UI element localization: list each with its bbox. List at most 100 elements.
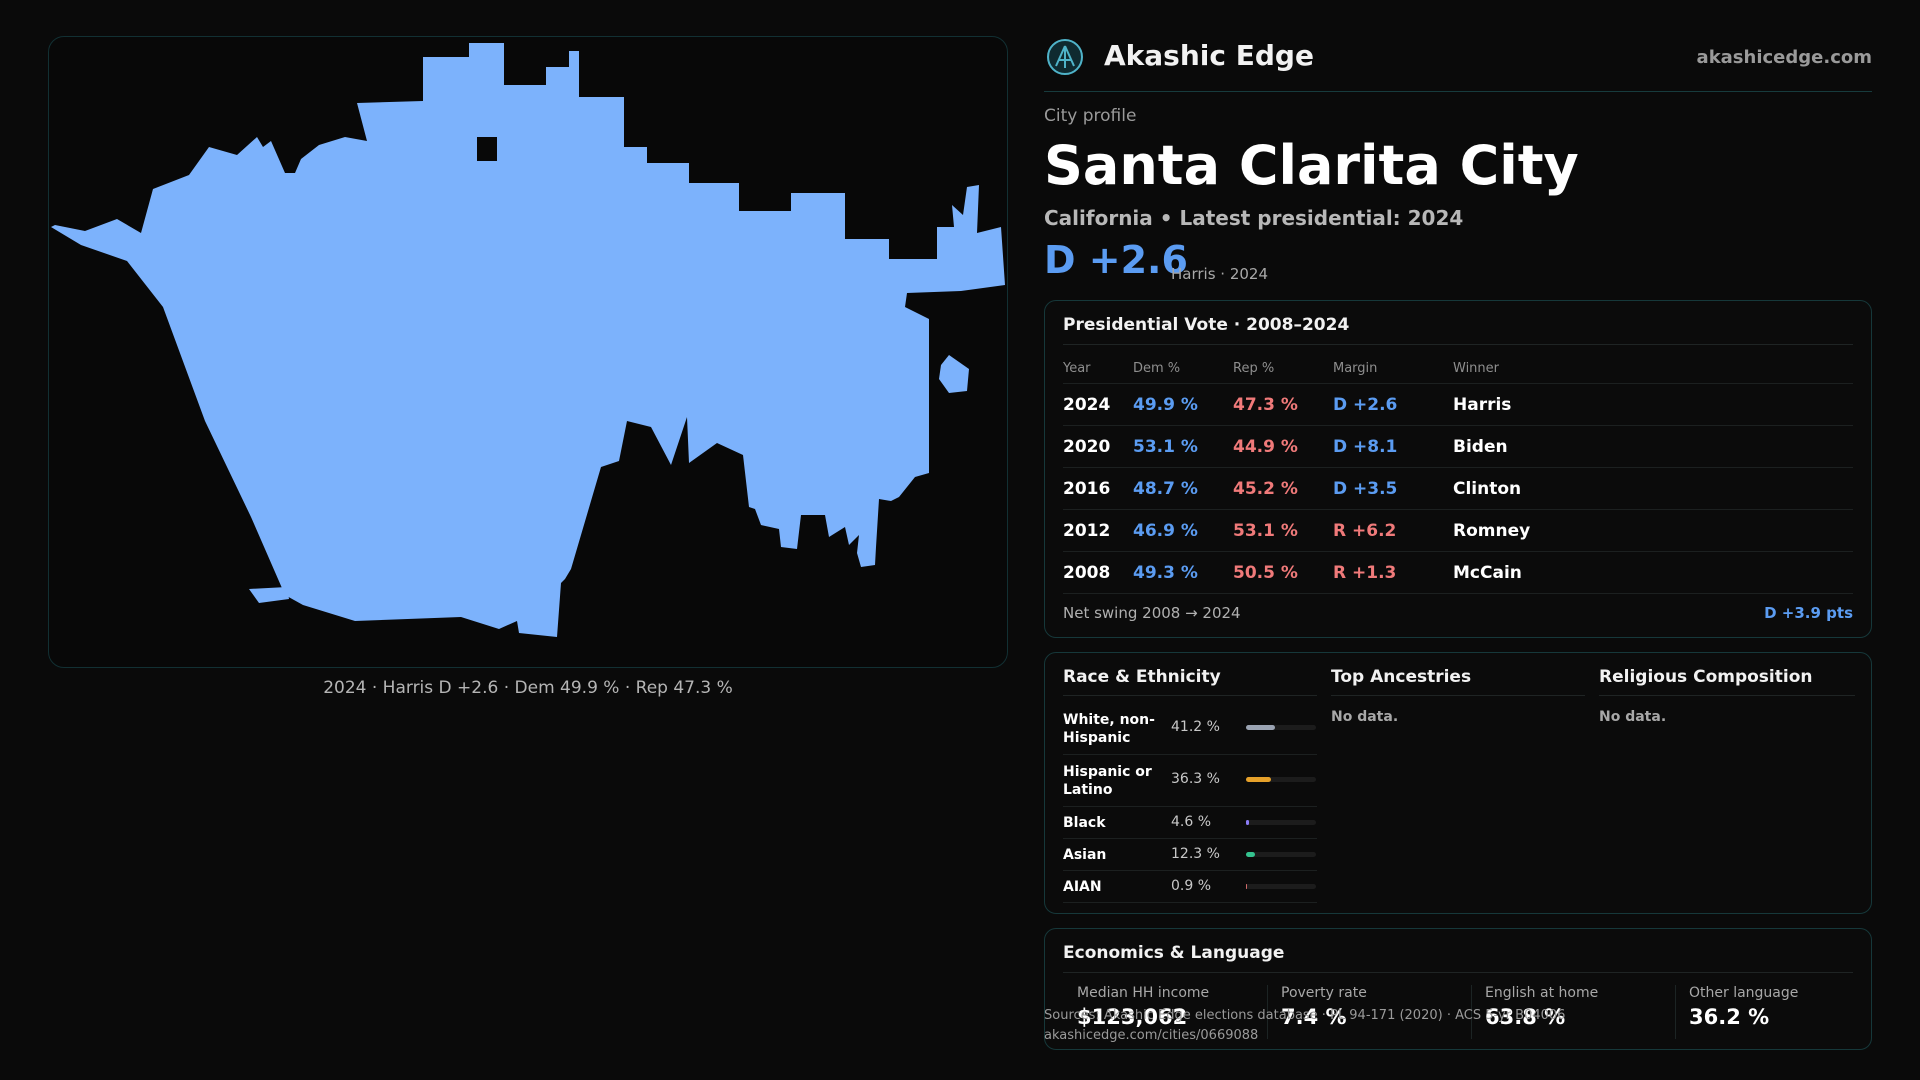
english-at-home-stat: English at home 63.8 % <box>1471 985 1661 1041</box>
page-subtitle: California • Latest presidential: 2024 <box>1044 206 1464 230</box>
cell-rep: 47.3 % <box>1233 395 1298 415</box>
cell-winner: McCain <box>1453 563 1522 583</box>
net-swing-label: Net swing 2008 → 2024 <box>1063 604 1241 622</box>
race-section-title: Race & Ethnicity <box>1063 667 1221 687</box>
cell-year: 2020 <box>1063 437 1111 457</box>
cell-dem: 53.1 % <box>1133 437 1198 457</box>
divider <box>1331 695 1585 696</box>
column-header-dem: Dem % <box>1133 361 1181 376</box>
race-bar-fill <box>1246 725 1275 730</box>
brand-header: Akashic Edge akashicedge.com <box>1044 30 1872 92</box>
poverty-rate-stat: Poverty rate 7.4 % <box>1267 985 1457 1041</box>
race-bar-fill <box>1246 777 1272 782</box>
divider <box>1063 344 1853 345</box>
race-label: Black <box>1063 815 1106 831</box>
stat-label: English at home <box>1485 985 1599 1001</box>
cell-dem: 49.9 % <box>1133 395 1198 415</box>
race-bar-track <box>1246 777 1316 782</box>
divider <box>1599 695 1855 696</box>
cell-margin: D +3.5 <box>1333 479 1398 499</box>
stat-value: 36.2 % <box>1689 1005 1770 1029</box>
race-row: White, non-Hispanic 41.2 % <box>1063 703 1317 755</box>
divider <box>1267 985 1268 1039</box>
cell-rep: 53.1 % <box>1233 521 1298 541</box>
race-bar-fill <box>1246 884 1248 889</box>
table-row[interactable]: 2012 46.9 % 53.1 % R +6.2 Romney <box>1063 509 1853 551</box>
latest-margin: D +2.6 <box>1044 238 1188 282</box>
column-header-year: Year <box>1063 361 1091 376</box>
city-boundary-shape[interactable] <box>51 43 1005 637</box>
race-row: Black 4.6 % <box>1063 807 1317 839</box>
ancestries-empty-text: No data. <box>1331 709 1399 725</box>
race-bar-track <box>1246 820 1316 825</box>
race-bar-track <box>1246 725 1316 730</box>
akashic-edge-logo-icon[interactable] <box>1046 38 1084 76</box>
race-percent: 12.3 % <box>1171 846 1220 862</box>
table-row[interactable]: 2008 49.3 % 50.5 % R +1.3 McCain <box>1063 551 1853 593</box>
race-row: Hispanic or Latino 36.3 % <box>1063 755 1317 807</box>
other-language-stat: Other language 36.2 % <box>1675 985 1865 1041</box>
map-caption: 2024 · Harris D +2.6 · Dem 49.9 % · Rep … <box>323 678 733 698</box>
cell-dem: 49.3 % <box>1133 563 1198 583</box>
table-row[interactable]: 2016 48.7 % 45.2 % D +3.5 Clinton <box>1063 467 1853 509</box>
cell-year: 2012 <box>1063 521 1111 541</box>
divider <box>1675 985 1676 1039</box>
cell-winner: Harris <box>1453 395 1512 415</box>
race-ethnicity-section: Race & Ethnicity White, non-Hispanic 41.… <box>1063 653 1317 915</box>
net-swing-row: Net swing 2008 → 2024 D +3.9 pts <box>1063 593 1853 633</box>
city-map[interactable] <box>48 36 1008 668</box>
brand-name[interactable]: Akashic Edge <box>1104 39 1314 72</box>
divider <box>1471 985 1472 1039</box>
net-swing-value: D +3.9 pts <box>1764 604 1853 622</box>
cell-winner: Biden <box>1453 437 1508 457</box>
cell-rep: 44.9 % <box>1233 437 1298 457</box>
cell-rep: 45.2 % <box>1233 479 1298 499</box>
race-percent: 36.3 % <box>1171 771 1220 787</box>
cell-margin: R +6.2 <box>1333 521 1397 541</box>
ancestries-title: Top Ancestries <box>1331 667 1472 687</box>
divider <box>1063 695 1317 696</box>
stat-value: 7.4 % <box>1281 1005 1347 1029</box>
city-boundary-shape-east[interactable] <box>939 355 969 393</box>
race-bar-fill <box>1246 820 1250 825</box>
source-url-link[interactable]: akashicedge.com/cities/0669088 <box>1044 1028 1259 1043</box>
cell-margin: D +8.1 <box>1333 437 1398 457</box>
divider <box>1063 972 1853 973</box>
cell-rep: 50.5 % <box>1233 563 1298 583</box>
race-bar-fill <box>1246 852 1255 857</box>
cell-dem: 46.9 % <box>1133 521 1198 541</box>
city-boundary-map <box>51 43 1005 637</box>
city-boundary-shape-southwest[interactable] <box>249 587 289 603</box>
stat-value: 63.8 % <box>1485 1005 1566 1029</box>
economics-card: Economics & Language Median HH income $1… <box>1044 928 1872 1050</box>
map-notch-north <box>477 137 497 161</box>
race-percent: 41.2 % <box>1171 719 1220 735</box>
presidential-vote-card: Presidential Vote · 2008–2024 Year Dem %… <box>1044 300 1872 638</box>
cell-year: 2016 <box>1063 479 1111 499</box>
race-bar-track <box>1246 852 1316 857</box>
race-percent: 4.6 % <box>1171 814 1212 830</box>
stat-label: Median HH income <box>1077 985 1210 1001</box>
median-income-stat: Median HH income $123,062 <box>1063 985 1253 1041</box>
stat-label: Poverty rate <box>1281 985 1367 1001</box>
column-header-winner: Winner <box>1453 361 1500 376</box>
race-label: White, non-Hispanic <box>1063 712 1155 746</box>
source-footnote: Sources: Akashic Edge elections database… <box>1044 1006 1565 1046</box>
cell-year: 2024 <box>1063 395 1111 415</box>
brand-url-link[interactable]: akashicedge.com <box>1696 47 1872 68</box>
economics-title: Economics & Language <box>1063 943 1285 963</box>
vote-card-title: Presidential Vote · 2008–2024 <box>1063 315 1350 335</box>
table-row[interactable]: 2024 49.9 % 47.3 % D +2.6 Harris <box>1063 383 1853 425</box>
race-label: Hispanic or Latino <box>1063 764 1152 798</box>
cell-year: 2008 <box>1063 563 1111 583</box>
stat-value: $123,062 <box>1077 1005 1188 1029</box>
race-label: AIAN <box>1063 879 1102 895</box>
race-label: Asian <box>1063 847 1107 863</box>
race-bar-track <box>1246 884 1316 889</box>
religion-empty-text: No data. <box>1599 709 1667 725</box>
race-percent: 0.9 % <box>1171 878 1212 894</box>
column-header-margin: Margin <box>1333 361 1378 376</box>
cell-margin: R +1.3 <box>1333 563 1397 583</box>
ancestries-section: Top Ancestries No data. <box>1331 653 1585 915</box>
table-row[interactable]: 2020 53.1 % 44.9 % D +8.1 Biden <box>1063 425 1853 467</box>
